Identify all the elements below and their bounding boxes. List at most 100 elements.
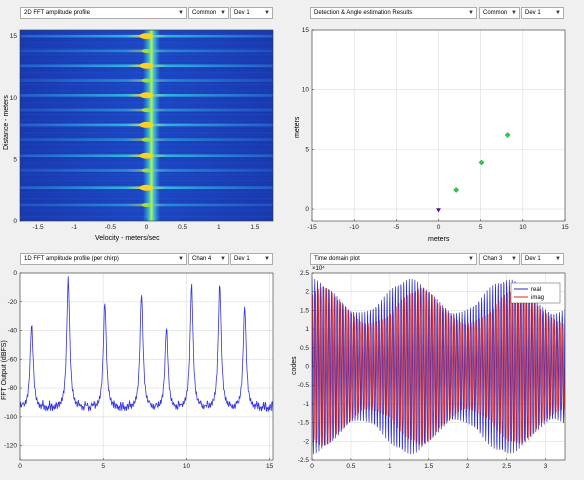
x-tick-label: 0.5: [346, 463, 355, 470]
chevron-down-icon: ▼: [178, 256, 184, 262]
y-tick-label: 0: [13, 270, 17, 277]
chevron-down-icon: ▼: [264, 256, 270, 262]
y-tick-label: 0: [305, 364, 309, 371]
y-tick-label: -80: [8, 385, 18, 392]
x-tick-label: 1.5: [250, 224, 259, 231]
heatmap-peak: [139, 33, 154, 40]
imag-series-line: [312, 287, 565, 446]
chevron-down-icon: ▼: [511, 10, 517, 16]
chevron-down-icon: ▼: [220, 10, 226, 16]
x-tick-label: 10: [183, 463, 191, 470]
channel-select[interactable]: Chan 4 ▼: [188, 253, 229, 265]
y-tick-label: 0: [305, 206, 309, 213]
legend: real imag: [510, 282, 561, 304]
x-tick-label: -1.5: [32, 224, 44, 231]
x-tick-label: 5: [101, 463, 105, 470]
device-select[interactable]: Dev 1 ▼: [521, 253, 564, 265]
x-tick-label: 2: [466, 463, 470, 470]
chevron-down-icon: ▼: [468, 10, 474, 16]
x-tick-label: 0: [18, 463, 22, 470]
time-domain-plot: 0 0.5 1 1.5 2 2.5 3 2.5 2 1.5 1 0.5 0 -0.5 -1 -1.5 -2 -2…: [291, 265, 566, 470]
device-select[interactable]: Dev 1 ▼: [230, 7, 273, 19]
y-tick-label: -1.5: [298, 420, 310, 427]
heatmap-peak: [139, 62, 154, 69]
chevron-down-icon: ▼: [468, 256, 474, 262]
plot-type-select[interactable]: Detection & Angle estimation Results ▼: [310, 7, 477, 19]
heatmap-peak: [141, 202, 152, 207]
heatmap-peak: [141, 78, 152, 83]
x-tick-label: 1: [217, 224, 221, 231]
heatmap-peak: [139, 152, 154, 159]
device-select[interactable]: Dev 1 ▼: [230, 253, 273, 265]
detection-point: [453, 187, 460, 193]
y-tick-label: 5: [305, 146, 309, 153]
y-tick-label: 0: [13, 218, 17, 225]
chevron-down-icon: ▼: [511, 256, 517, 262]
y-tick-label: -40: [8, 328, 18, 335]
y-tick-label: -2.5: [298, 457, 310, 464]
target-origin-marker: [436, 208, 441, 213]
x-tick-label: 1.5: [424, 463, 433, 470]
y-tick-label: 2: [305, 289, 309, 296]
x-tick-label: 5: [479, 224, 483, 231]
plot-type-select[interactable]: 1D FFT amplitude profile (per chirp) ▼: [20, 253, 187, 265]
x-axis-label: Velocity - meters/sec: [95, 235, 160, 242]
y-tick-label: -2: [303, 438, 309, 445]
y-tick-label: -20: [8, 299, 18, 306]
fft-series-line: [20, 276, 273, 413]
chevron-down-icon: ▼: [220, 256, 226, 262]
y-tick-label: -1: [303, 401, 309, 408]
heatmap-peak: [139, 92, 154, 99]
heatmap-peak: [141, 168, 152, 173]
detection-point: [504, 132, 511, 138]
heatmap-peak: [141, 108, 152, 113]
x-tick-label: -15: [307, 224, 317, 231]
chevron-down-icon: ▼: [555, 10, 561, 16]
y-tick-label: 1: [305, 326, 309, 333]
x-tick-label: -10: [349, 224, 359, 231]
heatmap-peak: [141, 137, 152, 142]
x-tick-label: -0.5: [105, 224, 117, 231]
device-select[interactable]: Dev 1 ▼: [521, 7, 564, 19]
y-tick-label: -60: [8, 356, 18, 363]
x-tick-label: 2.5: [502, 463, 511, 470]
detection-point: [478, 159, 485, 166]
channel-select[interactable]: Chan 3 ▼: [479, 253, 520, 265]
y-tick-label: 1.5: [300, 307, 309, 314]
y-tick-label: 5: [13, 156, 17, 163]
x-tick-label: 0: [145, 224, 149, 231]
x-tick-label: 3: [544, 463, 548, 470]
axes-frame: [19, 272, 274, 461]
y-tick-label: 0.5: [300, 345, 309, 352]
chevron-down-icon: ▼: [264, 10, 270, 16]
y-tick-label: 15: [10, 33, 18, 40]
y-axis-label: FFT Output (dBFS): [1, 340, 8, 400]
legend-real-label: real: [531, 287, 541, 293]
axis-exponent: ×10⁴: [312, 265, 325, 272]
y-axis-label: Distance - meters: [3, 95, 10, 150]
heatmap-peak: [141, 48, 152, 53]
channel-select[interactable]: Common ▼: [479, 7, 520, 19]
y-axis-label: codes: [291, 356, 298, 375]
x-tick-label: 0: [310, 463, 314, 470]
x-tick-label: 0.5: [178, 224, 187, 231]
y-axis-label: meters: [294, 116, 301, 138]
x-tick-label: -1: [71, 224, 77, 231]
fft-line-plot: 0 5 10 15 0 -20 -40 -60 -80 -100 -120 FFT Output …: [1, 270, 274, 470]
chevron-down-icon: ▼: [555, 256, 561, 262]
legend-box: [510, 282, 561, 304]
plot-area: [20, 273, 273, 460]
chevron-down-icon: ▼: [178, 10, 184, 16]
plot-type-select[interactable]: 2D FFT amplitude profile ▼: [20, 7, 187, 19]
y-tick-label: 10: [302, 87, 310, 94]
plot-type-select[interactable]: Time domain plot ▼: [310, 253, 477, 265]
y-tick-label: -0.5: [298, 382, 310, 389]
y-tick-label: 2.5: [300, 270, 309, 277]
channel-select[interactable]: Common ▼: [188, 7, 229, 19]
heatmap-peak: [139, 121, 154, 128]
x-tick-label: 15: [266, 463, 274, 470]
x-axis-label: meters: [428, 236, 450, 243]
legend-imag-label: imag: [531, 295, 544, 301]
x-tick-label: 1: [388, 463, 392, 470]
